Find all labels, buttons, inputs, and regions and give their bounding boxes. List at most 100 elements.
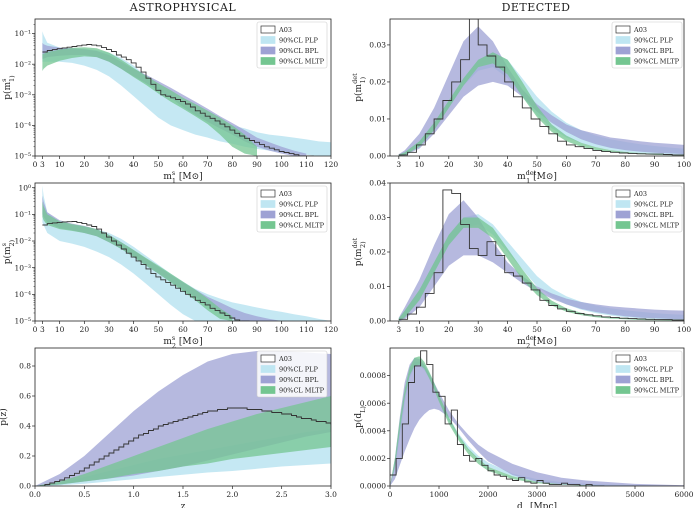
- legend-swatch: [615, 189, 631, 198]
- y-tick-label: 0.0: [19, 482, 31, 491]
- x-axis-label: ms 2 [M⊙]: [163, 334, 202, 350]
- y-tick-label: 10⁻³: [14, 90, 31, 99]
- y-tick-label: 10⁻⁴: [14, 121, 31, 130]
- x-tick-label: 70: [203, 160, 213, 169]
- y-axis-label: p(dL): [353, 406, 367, 428]
- x-tick-label: 30: [473, 160, 483, 169]
- x-tick-label: 2000: [478, 490, 497, 499]
- x-tick-label: 20: [80, 325, 90, 334]
- x-axis-label: mdet 1 [M⊙]: [517, 169, 557, 185]
- band-bpl: [42, 195, 282, 321]
- y-tick-label: 0.8: [19, 362, 31, 371]
- legend-label: A03: [633, 355, 647, 363]
- legend-box: [611, 21, 683, 69]
- step-a03: [398, 19, 684, 156]
- y-tick-label: 10⁻⁴: [14, 290, 31, 299]
- x-tick-label: 30: [473, 325, 483, 334]
- x-tick-label: 4000: [576, 490, 595, 499]
- legend-label: A03: [633, 26, 647, 34]
- column-title-detected: DETECTED: [502, 1, 571, 14]
- x-tick-label: 40: [129, 325, 139, 334]
- plot-area: [398, 189, 684, 321]
- y-tick-label: 0.01: [369, 115, 386, 124]
- legend-label: 90%CL BPL: [634, 211, 674, 219]
- x-tick-label: 50: [154, 160, 164, 169]
- y-tick-label: 0.00: [369, 152, 386, 161]
- legend-label: 90%CL MLTP: [279, 387, 325, 395]
- legend-swatch: [615, 386, 631, 394]
- legend-box: [256, 21, 328, 69]
- x-tick-label: 1.0: [128, 490, 140, 499]
- legend-swatch: [260, 46, 276, 55]
- x-tick-label: 60: [562, 325, 572, 334]
- legend: A03 90%CL PLP 90%CL BPL 90%CL MLTP: [611, 21, 683, 69]
- y-tick-label: 0.0008: [360, 371, 386, 380]
- legend-label: 90%CL PLP: [634, 37, 673, 45]
- x-tick-label: 120: [324, 325, 339, 334]
- legend-label: 90%CL PLP: [279, 37, 318, 45]
- legend-label: 90%CL BPL: [279, 47, 319, 55]
- y-tick-label: 10⁻²: [14, 237, 31, 246]
- column-title-astrophysical: ASTROPHYSICAL: [129, 1, 237, 14]
- x-axis-label: mdet 2 [M⊙]: [517, 334, 557, 350]
- x-tick-label: 90: [252, 160, 262, 169]
- x-tick-label: 10: [415, 325, 425, 334]
- legend-label: 90%CL PLP: [279, 366, 318, 374]
- plot-area: [42, 31, 331, 156]
- x-tick-label: 100: [677, 325, 692, 334]
- x-tick-label: 6000: [674, 490, 693, 499]
- x-tick-label: 0: [33, 325, 38, 334]
- x-tick-label: 3000: [527, 490, 546, 499]
- legend-swatch: [260, 354, 276, 363]
- y-tick-label: 0.0000: [360, 482, 386, 491]
- legend-label: 90%CL PLP: [634, 366, 673, 374]
- legend-box: [256, 350, 328, 398]
- x-tick-label: 3: [40, 160, 45, 169]
- x-tick-label: 0: [33, 160, 38, 169]
- x-tick-label: 10: [55, 160, 65, 169]
- step-a03: [42, 44, 314, 156]
- legend-swatch: [615, 57, 631, 65]
- y-tick-label: 10⁻¹: [14, 210, 31, 219]
- panel-m2-det: 3 10 20 30 40 50 60 70 80 90 100 0.00 0.01 0.02 0.03 0.…: [351, 179, 691, 350]
- x-tick-label: 10: [415, 160, 425, 169]
- legend-label: A03: [278, 355, 292, 363]
- legend-label: 90%CL MLTP: [634, 387, 680, 395]
- y-tick-label: 10⁻⁵: [14, 152, 31, 161]
- legend-swatch: [615, 365, 631, 373]
- y-tick-label: 0.6: [19, 392, 31, 401]
- y-tick-label: 0.00: [369, 317, 386, 326]
- legend-box: [256, 185, 328, 233]
- legend-swatch: [260, 36, 276, 44]
- step-a03: [42, 221, 250, 321]
- y-tick-label: 0.02: [369, 78, 386, 87]
- band-bpl: [390, 357, 684, 486]
- y-tick-label: 10⁰: [18, 183, 31, 192]
- x-tick-label: 2.5: [276, 490, 288, 499]
- x-tick-label: 40: [129, 160, 139, 169]
- y-tick-label: 0.0004: [360, 426, 386, 435]
- x-tick-label: 20: [444, 325, 454, 334]
- legend-label: 90%CL BPL: [634, 376, 674, 384]
- plot-area: [398, 19, 684, 156]
- x-tick-label: 80: [228, 160, 238, 169]
- x-axis-label: ms 1 [M⊙]: [163, 169, 202, 185]
- y-tick-label: 0.4: [19, 422, 31, 431]
- band-bpl: [398, 200, 684, 321]
- x-tick-label: 120: [324, 160, 339, 169]
- x-tick-label: 60: [562, 160, 572, 169]
- legend-label: 90%CL PLP: [634, 201, 673, 209]
- panel-m1-det: 3 10 20 30 40 50 60 70 80 90 100 0.00 0.01 0.02 0.03 md…: [351, 18, 691, 185]
- panel-z-astro: 0.0 0.5 1.0 1.5 2.0 2.5 3.0 0.0 0.2 0.4 0.6 0.8 z p(z…: [0, 347, 337, 508]
- legend-label: A03: [278, 190, 292, 198]
- legend-swatch: [260, 221, 276, 229]
- x-tick-label: 70: [591, 160, 601, 169]
- legend-label: A03: [633, 190, 647, 198]
- y-tick-label: 0.2: [19, 452, 31, 461]
- x-tick-label: 80: [620, 325, 630, 334]
- legend: A03 90%CL PLP 90%CL BPL 90%CL MLTP: [256, 350, 328, 398]
- band-mltp: [35, 396, 331, 486]
- x-tick-label: 100: [275, 325, 290, 334]
- legend-swatch: [615, 210, 631, 219]
- legend-box: [611, 185, 683, 233]
